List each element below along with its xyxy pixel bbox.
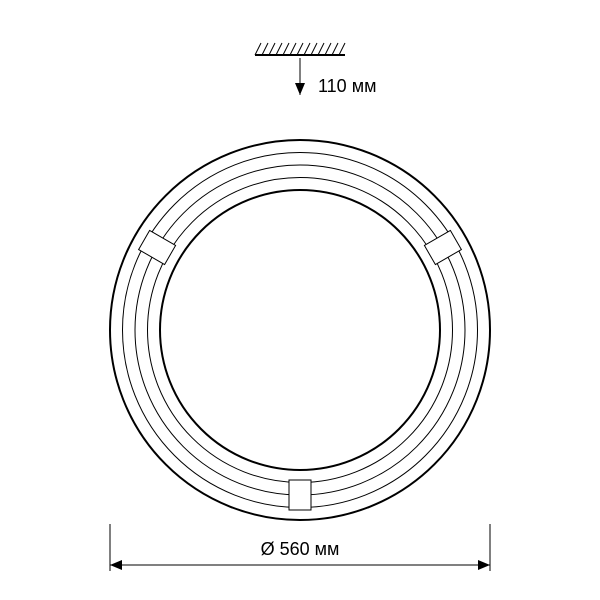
diameter-label: Ø 560 мм: [261, 539, 340, 559]
depth-arrow: 110 мм: [295, 58, 376, 96]
clip: [424, 230, 461, 264]
diameter-dimension: Ø 560 мм: [110, 524, 490, 571]
clip: [289, 480, 311, 510]
mounting-clips: [139, 230, 462, 510]
clip: [139, 230, 176, 264]
technical-drawing: 110 мм Ø 560 мм: [0, 0, 600, 600]
depth-label: 110 мм: [318, 76, 376, 96]
ceiling-hatch: [255, 43, 345, 55]
fixture-rings: [110, 140, 490, 520]
